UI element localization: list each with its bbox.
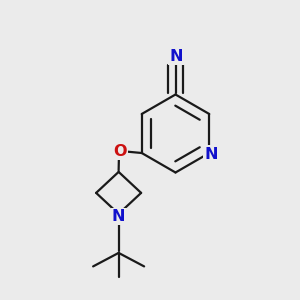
Text: O: O bbox=[113, 144, 127, 159]
Text: N: N bbox=[112, 209, 125, 224]
Text: N: N bbox=[205, 147, 218, 162]
Text: N: N bbox=[169, 49, 183, 64]
